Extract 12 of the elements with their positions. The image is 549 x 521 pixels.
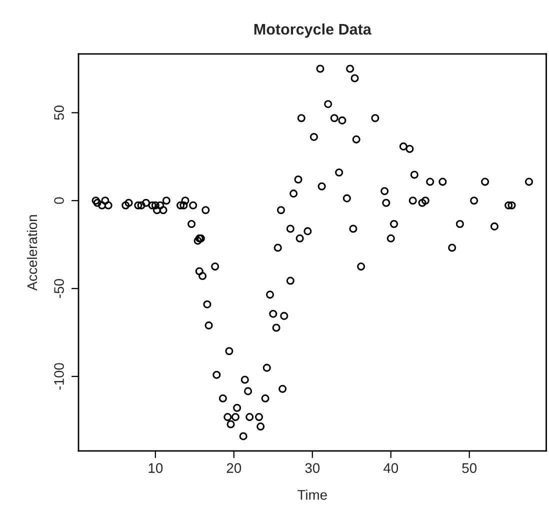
y-tick-label: -100 [54,363,64,390]
x-tick-label: 30 [305,463,320,473]
y-tick-label: 0 [54,197,64,204]
x-axis-title: Time [298,490,327,500]
y-axis-title: Acceleration [26,215,38,291]
x-tick-label: 50 [462,463,477,473]
y-tick-label: 50 [54,106,64,120]
x-tick-label: 40 [383,463,398,473]
x-tick-label: 10 [148,463,163,473]
chart-title: Motorcycle Data [254,23,372,38]
y-tick-label: -50 [54,279,64,298]
x-tick-label: 20 [226,463,242,473]
